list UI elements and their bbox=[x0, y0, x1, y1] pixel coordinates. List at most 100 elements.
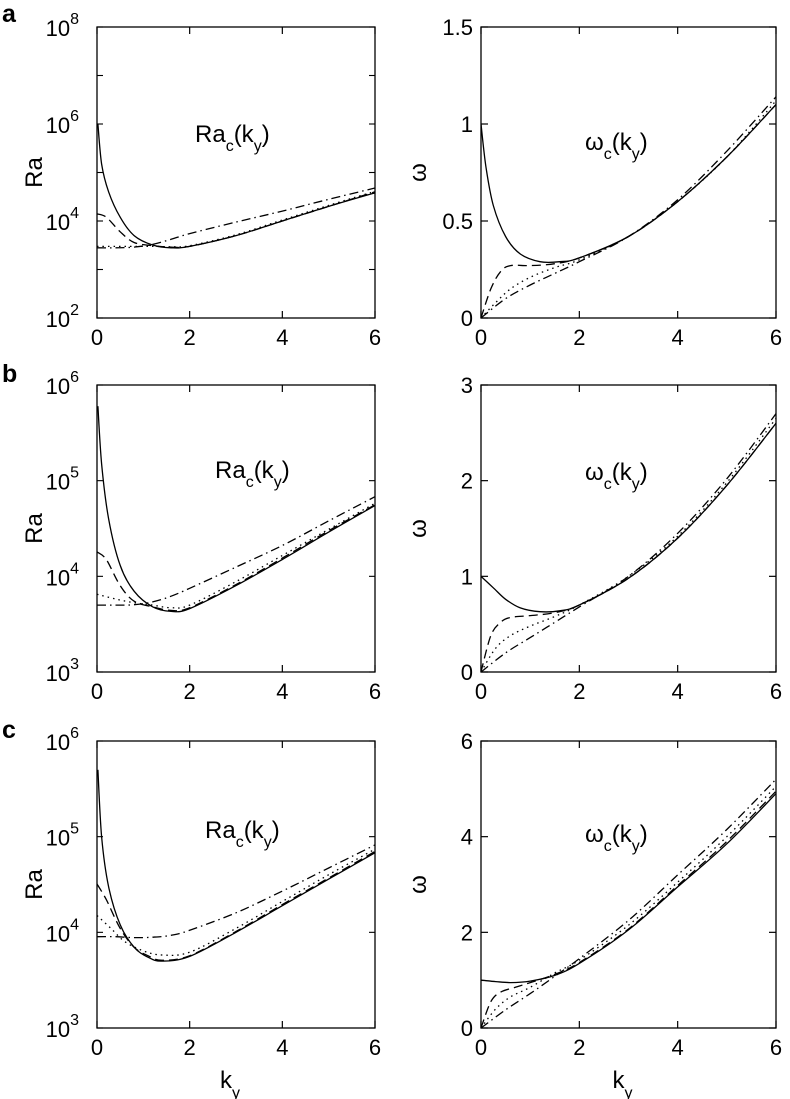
curve-annotation: Rac(ky) bbox=[215, 457, 290, 491]
x-tick-label: 4 bbox=[672, 679, 684, 704]
y-tick-label: 103 bbox=[46, 1012, 79, 1042]
x-tick-label: 4 bbox=[276, 679, 288, 704]
x-tick-label: 2 bbox=[184, 325, 196, 350]
y-tick-label: 6 bbox=[461, 729, 473, 754]
y-tick-label: 1 bbox=[461, 112, 473, 137]
series-line-dashed bbox=[97, 191, 375, 249]
chart-panel-b-ra: 0 2 4 6 103 104 105 106 Ra Rac(ky) bbox=[21, 369, 381, 704]
x-tick-label: 6 bbox=[369, 1035, 381, 1060]
x-tick-label: 0 bbox=[91, 1035, 103, 1060]
y-tick-label: 106 bbox=[46, 108, 79, 138]
panel-letter-c: c bbox=[2, 716, 16, 744]
series-line-dashed bbox=[97, 850, 375, 961]
plot-frame bbox=[96, 384, 376, 673]
y-tick-label: 2 bbox=[461, 469, 473, 494]
x-tick-label: 2 bbox=[573, 325, 585, 350]
x-tick-label: 6 bbox=[770, 1035, 782, 1060]
x-tick-label: 2 bbox=[573, 1035, 585, 1060]
series-line-solid bbox=[97, 769, 375, 962]
chart-panel-c-omega: 0 2 4 6 0 2 4 6 ω ky ωc(ky) bbox=[405, 729, 782, 1099]
y-tick-label: 1 bbox=[461, 564, 473, 589]
chart-panel-b-omega: 0 2 4 6 0 1 2 3 ω ωc(ky) bbox=[405, 373, 782, 704]
x-tick-label: 4 bbox=[276, 325, 288, 350]
y-axis-label: Ra bbox=[21, 513, 48, 544]
y-tick-label: 103 bbox=[46, 656, 79, 686]
y-axis-label: ω bbox=[405, 875, 432, 894]
series-line-dashdot bbox=[481, 413, 776, 672]
series-line-solid bbox=[97, 406, 375, 613]
y-tick-label: 106 bbox=[46, 725, 79, 755]
chart-panel-a-omega: 0 2 4 6 0 0.5 1 1.5 ω ωc(ky) bbox=[405, 15, 782, 350]
y-tick-label: 1.5 bbox=[442, 15, 473, 40]
curve-annotation: ωc(ky) bbox=[585, 459, 648, 493]
series-line-solid bbox=[481, 793, 776, 984]
y-axis-label: ω bbox=[405, 163, 432, 182]
x-tick-label: 0 bbox=[91, 325, 103, 350]
y-tick-label: 105 bbox=[46, 821, 79, 851]
plot-frame bbox=[96, 26, 376, 319]
x-tick-label: 6 bbox=[770, 325, 782, 350]
x-tick-label: 6 bbox=[369, 325, 381, 350]
x-tick-label: 4 bbox=[276, 1035, 288, 1060]
series-line-dotted bbox=[481, 785, 776, 1028]
x-tick-label: 6 bbox=[770, 679, 782, 704]
plot-frame bbox=[480, 740, 777, 1029]
curve-annotation: ωc(ky) bbox=[585, 129, 648, 163]
series-line-dashdot bbox=[97, 496, 375, 606]
y-axis-label: ω bbox=[405, 519, 432, 538]
plot-frame bbox=[480, 384, 777, 673]
chart-panel-a-ra: 0 2 4 6 102 104 106 108 Ra Rac(ky) bbox=[21, 11, 381, 350]
y-tick-label: 4 bbox=[461, 825, 473, 850]
plot-frame bbox=[96, 740, 376, 1029]
x-tick-label: 2 bbox=[184, 679, 196, 704]
series-line-dotted bbox=[481, 100, 776, 318]
x-tick-label: 2 bbox=[573, 679, 585, 704]
y-tick-label: 0 bbox=[461, 660, 473, 685]
y-tick-label: 2 bbox=[461, 920, 473, 945]
series-line-solid bbox=[481, 422, 776, 613]
plot-frame bbox=[480, 26, 777, 319]
series-line-dashed bbox=[481, 422, 776, 672]
x-tick-label: 0 bbox=[475, 325, 487, 350]
y-tick-label: 104 bbox=[46, 916, 79, 946]
y-tick-label: 105 bbox=[46, 465, 79, 495]
x-tick-label: 0 bbox=[91, 679, 103, 704]
panel-letter-b: b bbox=[2, 360, 17, 388]
series-line-dotted bbox=[481, 418, 776, 672]
y-tick-label: 108 bbox=[46, 11, 79, 41]
x-axis-label: ky bbox=[220, 1067, 240, 1099]
series-line-dashdot bbox=[481, 96, 776, 318]
y-axis-label: Ra bbox=[21, 157, 48, 188]
x-tick-label: 4 bbox=[672, 1035, 684, 1060]
x-tick-label: 4 bbox=[672, 325, 684, 350]
series-line-dashdot bbox=[97, 187, 375, 249]
curve-annotation: Rac(ky) bbox=[205, 817, 280, 851]
y-tick-label: 102 bbox=[46, 302, 79, 332]
y-tick-label: 0 bbox=[461, 1016, 473, 1041]
series-line-dashed bbox=[481, 104, 776, 318]
series-line-dashed bbox=[97, 504, 375, 612]
y-tick-label: 0 bbox=[461, 306, 473, 331]
chart-panel-c-ra: 0 2 4 6 103 104 105 106 Ra ky Rac(ky) bbox=[21, 725, 381, 1099]
x-axis-label: ky bbox=[613, 1067, 633, 1099]
curve-annotation: Rac(ky) bbox=[195, 121, 270, 155]
series-line-dotted bbox=[97, 848, 375, 957]
y-tick-label: 3 bbox=[461, 373, 473, 398]
series-line-dotted bbox=[97, 190, 375, 248]
series-line-dashdot bbox=[97, 844, 375, 939]
series-line-dotted bbox=[97, 502, 375, 609]
panel-letter-a: a bbox=[2, 0, 17, 28]
y-axis-label: Ra bbox=[21, 869, 48, 900]
y-tick-label: 104 bbox=[46, 205, 79, 235]
x-tick-label: 0 bbox=[475, 679, 487, 704]
y-tick-label: 0.5 bbox=[442, 209, 473, 234]
x-tick-label: 0 bbox=[475, 1035, 487, 1060]
x-tick-label: 2 bbox=[184, 1035, 196, 1060]
x-tick-label: 6 bbox=[369, 679, 381, 704]
y-tick-label: 104 bbox=[46, 560, 79, 590]
curve-annotation: ωc(ky) bbox=[585, 821, 648, 855]
y-tick-label: 106 bbox=[46, 369, 79, 399]
series-line-dashed bbox=[481, 790, 776, 1028]
series-line-dashdot bbox=[481, 778, 776, 1028]
